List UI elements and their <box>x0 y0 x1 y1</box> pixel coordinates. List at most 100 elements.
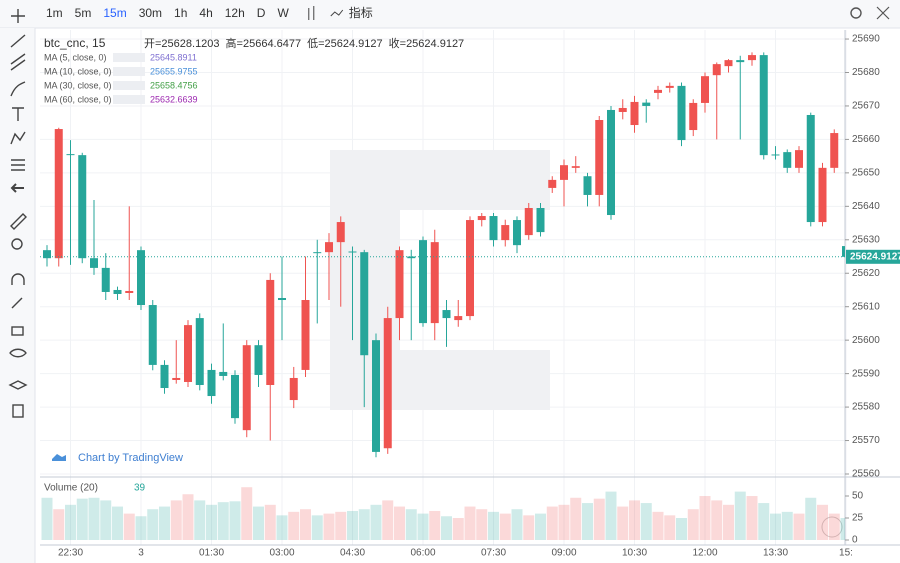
volume-bar <box>288 511 300 540</box>
x-tick-label: 06:00 <box>410 548 435 559</box>
volume-bar <box>640 503 652 540</box>
layers-tool[interactable] <box>8 380 28 390</box>
interval-button[interactable]: 5m <box>75 6 92 20</box>
fullscreen-button[interactable] <box>876 6 890 20</box>
candle-body <box>795 150 803 168</box>
indicator-name: MA (5, close, 0) <box>44 52 107 62</box>
volume-bar <box>159 506 170 540</box>
volume-bar <box>570 497 582 540</box>
stay-drawing-tool[interactable] <box>11 297 23 309</box>
candle-body <box>242 345 251 431</box>
last-price-label: 25624.9127 <box>850 251 900 262</box>
volume-bar <box>593 498 605 540</box>
volume-bar <box>347 510 358 540</box>
indicator-name: MA (60, close, 0) <box>44 94 112 104</box>
interval-button[interactable]: 4h <box>199 6 212 20</box>
volume-bar <box>793 513 805 540</box>
volume-bar <box>629 500 640 540</box>
volume-bar <box>723 504 734 540</box>
delete-tool[interactable] <box>12 404 24 418</box>
interval-button[interactable]: 30m <box>139 6 162 20</box>
ohlc-label: 低=25624.9127 <box>307 37 383 50</box>
indicator-icon <box>330 9 344 17</box>
volume-bar <box>746 496 758 540</box>
crosshair-tool[interactable] <box>11 9 25 23</box>
candle-body <box>101 267 110 292</box>
hide-tool[interactable] <box>9 348 27 358</box>
x-tick-label: 07:30 <box>481 548 506 559</box>
trend-line-tool[interactable] <box>10 34 26 48</box>
settings-button[interactable] <box>850 7 862 19</box>
x-tick-label: 04:30 <box>340 548 365 559</box>
candle-body <box>407 256 416 259</box>
volume-bar <box>276 515 288 540</box>
prediction-tool[interactable] <box>11 159 25 171</box>
x-tick-label: 12:00 <box>692 548 717 559</box>
volume-bar <box>605 491 617 540</box>
lock-tool[interactable] <box>11 326 24 336</box>
measure-tool[interactable] <box>10 213 27 230</box>
interval-button[interactable]: D <box>257 6 266 20</box>
candle-body <box>642 102 651 106</box>
volume-value: 39 <box>134 483 146 494</box>
indicator-controls <box>113 81 145 90</box>
indicators-button[interactable]: 指标 <box>349 5 373 20</box>
zoom-tool[interactable] <box>11 238 23 250</box>
volume-bar <box>558 504 570 540</box>
drawing-tools[interactable] <box>8 9 28 418</box>
x-tick-label: 01:30 <box>199 548 224 559</box>
x-tick-label: 09:00 <box>551 548 576 559</box>
candle-body <box>207 369 216 397</box>
candle-body <box>313 252 322 254</box>
volume-bar <box>828 513 840 540</box>
candle-body <box>595 120 604 195</box>
volume-bar <box>523 515 535 540</box>
candle-body <box>325 242 333 253</box>
candle-body <box>677 85 686 141</box>
candle-body <box>665 85 674 88</box>
pitchfork-tool[interactable] <box>10 53 26 71</box>
indicator-controls <box>113 53 145 62</box>
volume-bar <box>781 511 793 540</box>
volume-bar <box>65 504 76 540</box>
ohlc-label: 高=25664.6477 <box>226 36 302 50</box>
text-tool[interactable] <box>12 107 24 121</box>
candle-body <box>348 251 357 253</box>
chart-type-button[interactable] <box>308 6 315 20</box>
y-tick-label: 25640 <box>852 201 880 212</box>
candle-body <box>172 377 181 380</box>
interval-button[interactable]: 1h <box>174 6 187 20</box>
interval-button[interactable]: 12h <box>225 6 245 20</box>
candle-body <box>231 374 239 419</box>
pattern-tool[interactable] <box>10 131 26 145</box>
candle-body <box>90 258 98 268</box>
volume-bar <box>805 497 817 540</box>
indicator-value: 25655.9755 <box>150 66 198 76</box>
candle-body <box>454 316 463 321</box>
volume-bar <box>264 504 276 540</box>
indicator-value: 25645.8911 <box>150 52 197 62</box>
volume-bar <box>53 509 65 540</box>
interval-button[interactable]: 1m <box>46 6 63 20</box>
scroll-button[interactable] <box>821 516 843 538</box>
candle-body <box>278 298 286 301</box>
volume-bar <box>817 504 828 540</box>
candle-body <box>548 179 557 188</box>
attribution[interactable]: Chart by TradingView <box>78 452 183 464</box>
interval-button[interactable]: 15m <box>103 6 126 20</box>
candle-body <box>289 377 298 401</box>
volume-bar <box>123 513 135 540</box>
volume-bar <box>311 515 323 540</box>
volume-bar <box>394 506 405 540</box>
symbol-title: btc_cnc, 15 <box>44 36 106 50</box>
volume-bar <box>335 511 347 540</box>
volume-bar <box>464 506 476 540</box>
volume-bar <box>41 497 53 540</box>
candle-body <box>654 89 662 93</box>
candle-body <box>442 310 451 319</box>
interval-button[interactable]: W <box>277 6 289 20</box>
magnet-tool[interactable] <box>11 273 25 285</box>
brush-tool[interactable] <box>10 81 26 97</box>
back-tool[interactable] <box>10 183 24 193</box>
volume-bar <box>405 509 417 540</box>
